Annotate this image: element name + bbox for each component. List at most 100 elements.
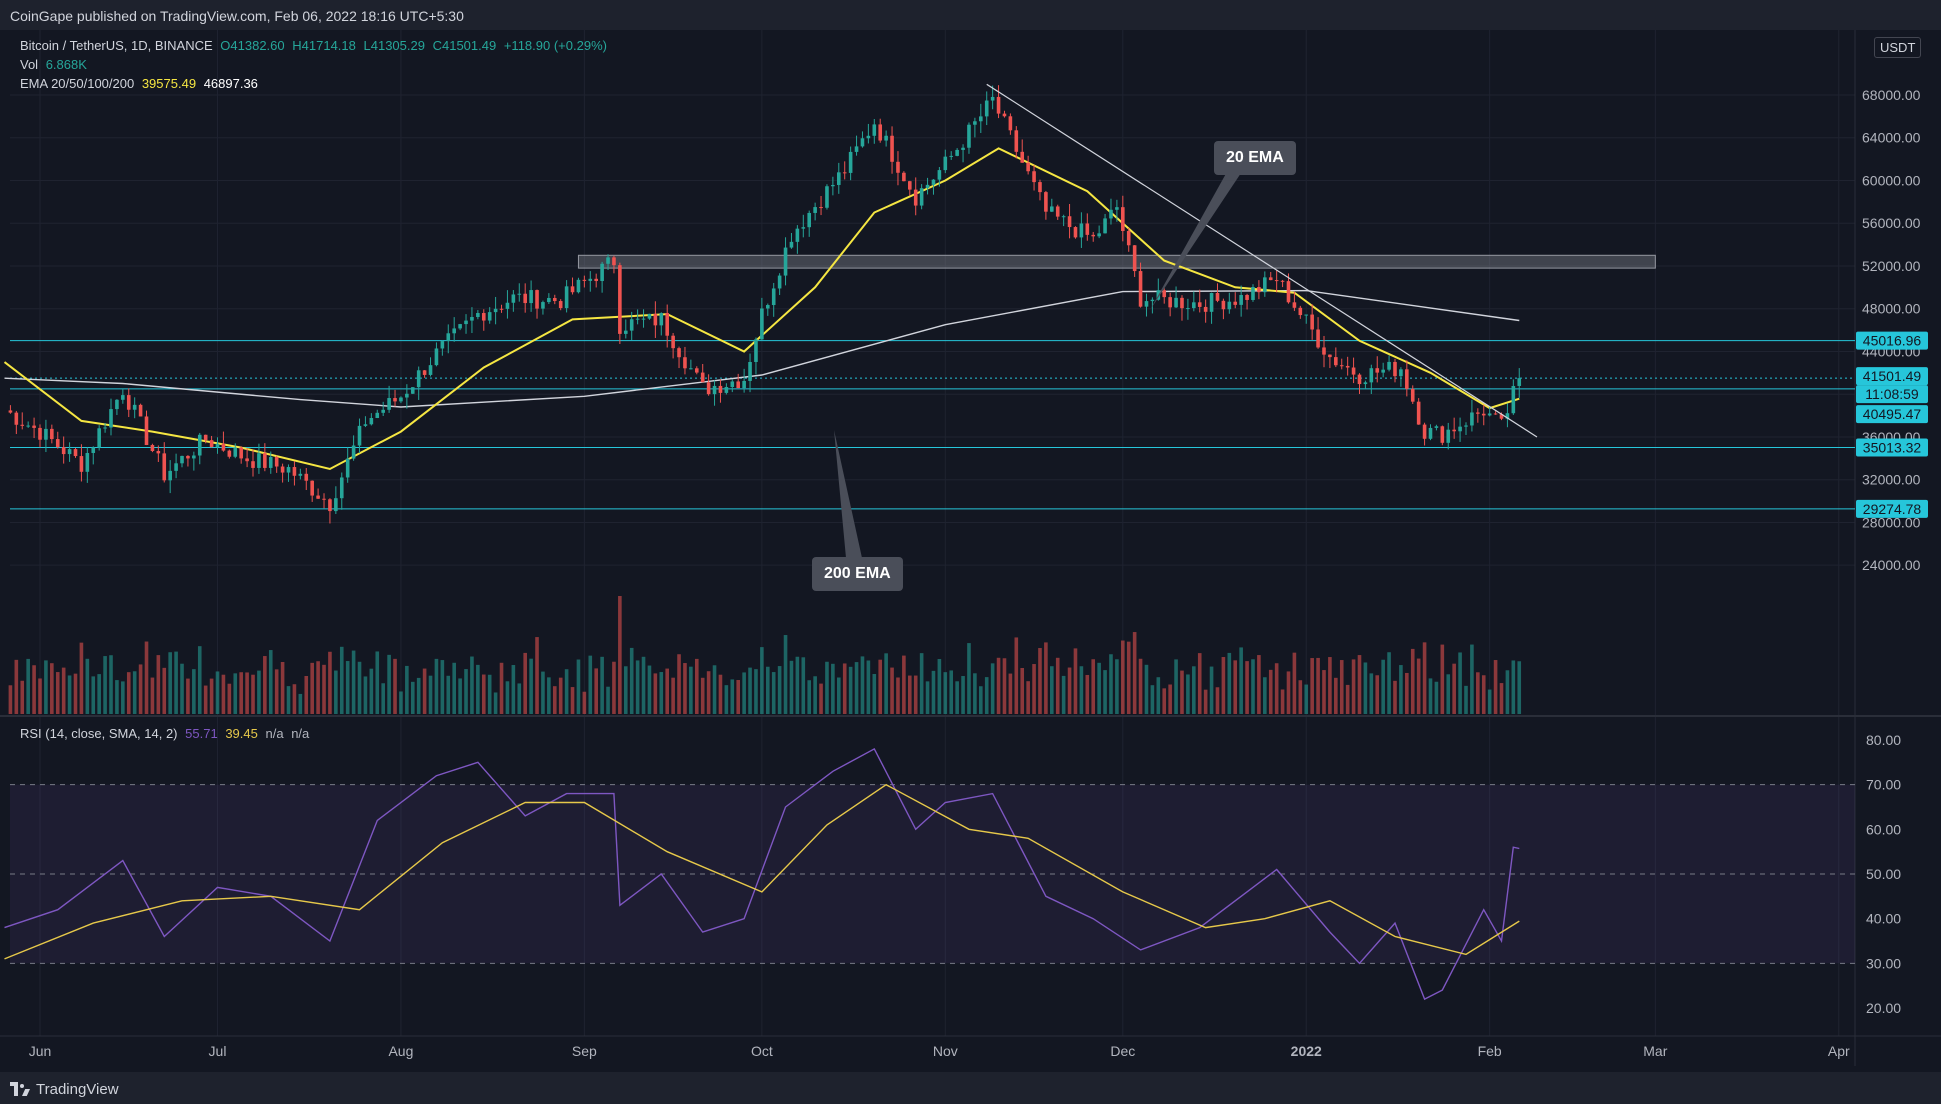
candle-body — [1138, 271, 1143, 307]
volume-bar — [257, 670, 261, 714]
volume-bar — [26, 658, 30, 714]
rsi-tick-label: 20.00 — [1866, 1000, 1901, 1016]
ema-label[interactable]: EMA 20/50/100/200 — [20, 76, 135, 91]
vol-label[interactable]: Vol — [20, 57, 39, 72]
candle-body — [1304, 314, 1309, 316]
candle-body — [1351, 367, 1356, 375]
candle-body — [50, 428, 54, 440]
candle-body — [813, 207, 817, 213]
volume-bar — [1310, 658, 1314, 714]
currency-label: USDT — [1880, 40, 1916, 55]
volume-bar — [1481, 675, 1486, 714]
volume-bar — [1268, 669, 1273, 714]
volume-bar — [1316, 657, 1320, 714]
candle-body — [523, 293, 527, 304]
candle-body — [61, 447, 66, 455]
volume-bar — [251, 674, 255, 714]
time-axis[interactable]: Jun Jul Aug Sep Oct Nov Dec 2022 Feb Mar Apr — [29, 1043, 1850, 1059]
candle-body — [263, 453, 267, 468]
candle-body — [600, 263, 604, 282]
descending-trendline — [986, 83, 1538, 438]
candle-body — [416, 370, 421, 388]
candle-body — [1393, 361, 1397, 377]
volume-bar — [381, 683, 385, 714]
volume-bar — [1126, 641, 1131, 714]
volume-bar — [1452, 663, 1456, 714]
candle-body — [712, 385, 717, 395]
volume-legend: Vol 6.868K — [20, 57, 91, 72]
candle-body — [115, 399, 119, 410]
price-axis[interactable]: 24000.0028000.0032000.0036000.0044000.00… — [1862, 87, 1921, 1016]
volume-bar — [97, 674, 101, 714]
candle-body — [197, 434, 202, 456]
volume-bar — [1067, 667, 1072, 714]
candle-body — [1410, 388, 1415, 402]
volume-bar — [1369, 673, 1374, 714]
candle-body — [1097, 233, 1101, 237]
candle-body — [1476, 412, 1480, 414]
candle-body — [1274, 280, 1279, 282]
candle-body — [653, 313, 658, 326]
candle-body — [1239, 295, 1243, 305]
ema200-value: 46897.36 — [203, 76, 258, 91]
tradingview-logo[interactable]: TradingView — [10, 1079, 119, 1099]
candle-body — [274, 457, 279, 467]
candle-body — [286, 467, 291, 473]
candle-body — [576, 279, 581, 293]
volume-bar — [115, 680, 119, 714]
rsi-label[interactable]: RSI (14, close, SMA, 14, 2) — [20, 726, 178, 741]
volume-bar — [1121, 640, 1125, 714]
volume-bar — [310, 662, 314, 714]
volume-bar — [1014, 637, 1019, 714]
candle-body — [1215, 293, 1220, 301]
candle-body — [547, 297, 551, 303]
candle-body — [659, 313, 664, 326]
volume-bar — [334, 670, 338, 714]
candle-body — [973, 121, 977, 125]
candlesticks[interactable] — [8, 85, 1522, 524]
volume-bar — [1156, 677, 1161, 714]
price-labels: 45016.96 41501.49 11:08:59 40495.47 35013.32… — [1856, 331, 1928, 518]
rsi-tick-label: 50.00 — [1866, 866, 1901, 882]
trendline[interactable] — [986, 83, 1538, 438]
vol-value: 6.868K — [45, 57, 87, 72]
ema20-callout-pointer — [1150, 170, 1243, 310]
candle-body — [481, 313, 486, 321]
resistance-zone — [577, 254, 1656, 269]
volume-bar — [529, 658, 533, 714]
ema200-line — [4, 289, 1520, 408]
candle-body — [1020, 151, 1025, 163]
candle-body — [156, 451, 161, 454]
volume-bar — [292, 684, 297, 714]
candle-body — [215, 443, 220, 447]
volume-bar — [245, 672, 249, 714]
candle-body — [304, 473, 309, 481]
candle-body — [795, 228, 800, 242]
candle-body — [1316, 329, 1320, 348]
volume-bar — [1091, 659, 1096, 714]
volume-bar — [85, 658, 90, 714]
candle-body — [683, 357, 687, 369]
candle-body — [357, 425, 362, 446]
candle-body — [819, 207, 823, 209]
candle-body — [517, 293, 522, 295]
candle-body — [440, 341, 445, 349]
volume-bar — [103, 656, 107, 714]
candle-body — [1446, 429, 1451, 443]
candle-body — [996, 96, 1001, 114]
volume-bar — [20, 680, 25, 714]
volume-bar — [1263, 677, 1267, 714]
candle-body — [144, 416, 149, 446]
candle-body — [1162, 290, 1167, 298]
candle-body — [949, 155, 954, 157]
volume-bar — [973, 673, 977, 714]
candle-body — [67, 449, 72, 455]
currency-badge[interactable]: USDT — [1874, 37, 1922, 58]
candle-body — [174, 463, 178, 471]
candle-body — [742, 380, 746, 389]
ema200-callout: 200 EMA — [812, 557, 903, 591]
candle-body — [1044, 192, 1048, 212]
volume-bar — [298, 693, 303, 714]
symbol-title[interactable]: Bitcoin / TetherUS, 1D, BINANCE — [20, 38, 213, 53]
